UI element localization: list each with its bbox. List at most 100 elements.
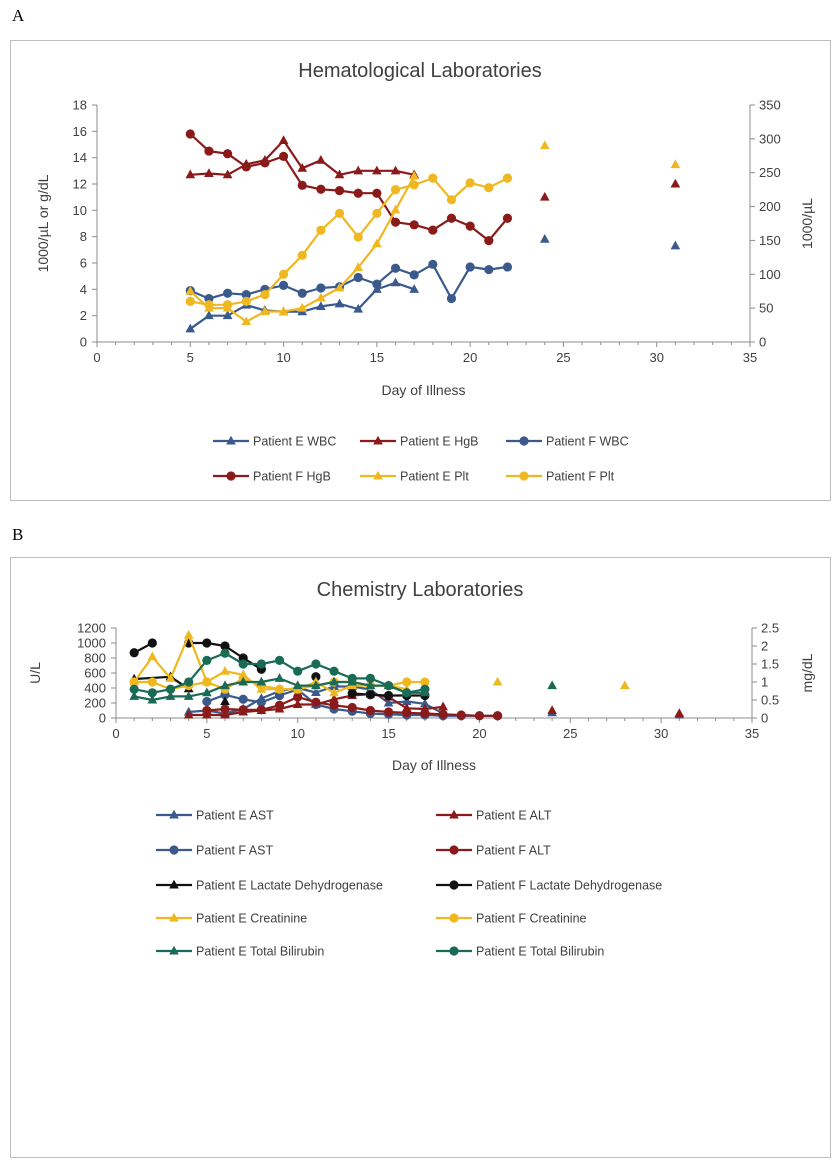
series-line bbox=[133, 634, 407, 694]
data-point bbox=[274, 700, 285, 710]
data-point bbox=[165, 673, 176, 682]
legend-entry: Patient E Lactate Dehydrogenase bbox=[156, 879, 383, 893]
series-patient-f-alt bbox=[202, 692, 503, 721]
data-point bbox=[222, 169, 233, 179]
data-point bbox=[297, 288, 307, 298]
data-point bbox=[204, 300, 214, 310]
y2-axis-label: 1000/µL bbox=[799, 198, 815, 249]
legend-entry: Patient E Total Bilirubin bbox=[156, 945, 324, 959]
data-point bbox=[241, 316, 252, 326]
data-point bbox=[297, 250, 307, 260]
data-point bbox=[619, 680, 630, 690]
data-point bbox=[316, 184, 326, 194]
data-point bbox=[353, 188, 363, 198]
data-point bbox=[292, 699, 303, 708]
data-point bbox=[456, 710, 466, 720]
data-point bbox=[446, 213, 457, 223]
legend-label: Patient E HgB bbox=[400, 435, 479, 449]
data-point bbox=[329, 666, 339, 676]
y2-tick-label: 1.5 bbox=[761, 657, 779, 672]
data-point bbox=[420, 684, 430, 694]
panel-a-letter: A bbox=[12, 6, 25, 25]
data-point bbox=[428, 173, 438, 183]
data-point bbox=[293, 666, 303, 676]
data-point bbox=[220, 680, 230, 690]
data-point bbox=[185, 285, 196, 295]
data-point bbox=[409, 270, 419, 280]
chart-title: Hematological Laboratories bbox=[298, 60, 541, 82]
series-patient-f-hgb bbox=[185, 129, 513, 246]
y2-tick-label: 300 bbox=[759, 131, 781, 146]
data-point bbox=[278, 280, 289, 290]
legend-entry: Patient F ALT bbox=[436, 844, 551, 858]
data-point bbox=[165, 691, 176, 700]
data-point bbox=[260, 158, 270, 168]
legend-label: Patient E Total Bilirubin bbox=[196, 945, 324, 959]
data-point bbox=[274, 673, 285, 682]
data-point bbox=[409, 284, 420, 293]
data-point bbox=[278, 269, 289, 279]
y-axis-label: 1000/µL or g/dL bbox=[35, 174, 51, 272]
x-tick-label: 0 bbox=[112, 726, 119, 741]
legend-entry: Patient F Lactate Dehydrogenase bbox=[436, 879, 662, 893]
data-point bbox=[274, 684, 285, 694]
data-point bbox=[539, 191, 550, 201]
data-point bbox=[183, 691, 194, 700]
y-tick-label: 10 bbox=[73, 203, 87, 218]
data-point bbox=[401, 696, 412, 705]
data-point bbox=[184, 677, 194, 687]
legend-entry: Patient E Total Bilirubin bbox=[436, 945, 604, 959]
data-point bbox=[241, 290, 251, 300]
x-tick-label: 20 bbox=[463, 350, 477, 365]
panel-b-letter: B bbox=[12, 525, 24, 544]
data-point bbox=[147, 688, 157, 698]
data-point bbox=[446, 195, 457, 205]
x-tick-label: 25 bbox=[563, 726, 577, 741]
data-point bbox=[502, 173, 513, 183]
legend-swatch-marker bbox=[373, 435, 383, 445]
y2-tick-label: 2 bbox=[761, 639, 768, 654]
data-point bbox=[165, 684, 176, 694]
chart-frame bbox=[10, 557, 831, 1158]
data-point bbox=[670, 159, 681, 169]
data-point bbox=[129, 684, 139, 694]
chart-title: Chemistry Laboratories bbox=[317, 579, 524, 601]
data-point bbox=[183, 709, 194, 719]
data-point bbox=[372, 165, 382, 175]
data-point bbox=[383, 690, 394, 701]
y-tick-label: 400 bbox=[84, 681, 106, 696]
data-point bbox=[390, 185, 401, 195]
data-point bbox=[204, 168, 214, 177]
data-point bbox=[147, 638, 157, 648]
data-point bbox=[547, 705, 557, 714]
data-point bbox=[334, 208, 345, 218]
data-point bbox=[390, 277, 401, 287]
data-point bbox=[402, 708, 412, 718]
legend-label: Patient F Creatinine bbox=[476, 912, 587, 926]
data-point bbox=[334, 298, 345, 308]
legend-swatch-marker bbox=[519, 436, 529, 446]
data-point bbox=[185, 323, 196, 333]
data-point bbox=[278, 135, 289, 145]
data-point bbox=[220, 696, 230, 705]
data-point bbox=[329, 687, 339, 697]
y-tick-label: 600 bbox=[84, 666, 106, 681]
legend: Patient E WBC Patient E HgB Patient F WBC P… bbox=[213, 435, 629, 484]
legend-entry: Patient E Plt bbox=[360, 470, 469, 484]
data-point bbox=[241, 162, 251, 172]
legend-swatch-marker bbox=[226, 471, 236, 481]
y-tick-label: 1000 bbox=[77, 636, 106, 651]
data-point bbox=[420, 708, 430, 719]
data-point bbox=[311, 697, 321, 707]
data-point bbox=[670, 240, 681, 250]
data-point bbox=[220, 648, 230, 658]
data-point bbox=[365, 673, 375, 684]
x-axis-label: Day of Illness bbox=[392, 757, 476, 773]
data-point bbox=[278, 306, 289, 316]
data-point bbox=[292, 680, 303, 690]
legend-label: Patient F HgB bbox=[253, 470, 331, 484]
data-point bbox=[297, 302, 308, 312]
data-point bbox=[365, 690, 375, 700]
data-point bbox=[223, 149, 233, 159]
data-point bbox=[202, 696, 212, 707]
